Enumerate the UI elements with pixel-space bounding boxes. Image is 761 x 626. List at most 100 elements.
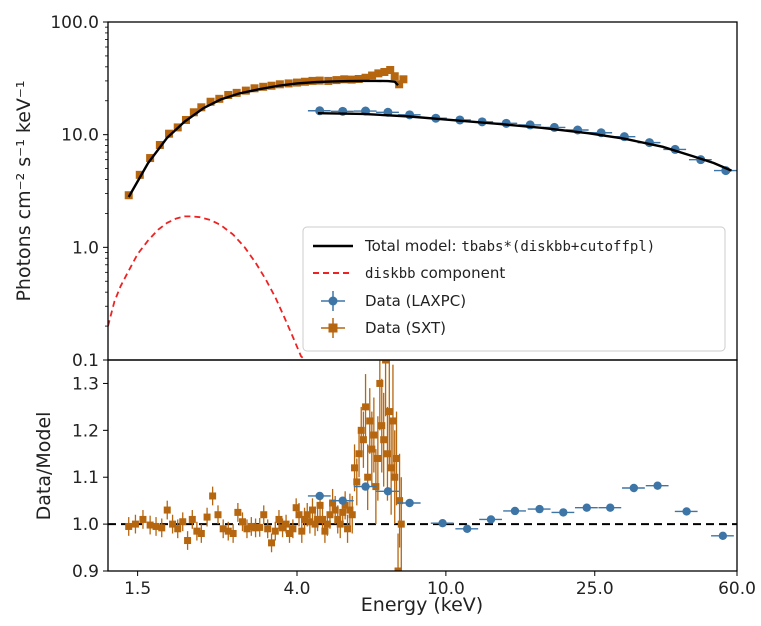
legend-label-diskbb: diskbb component: [365, 264, 505, 282]
laxpc-ratio-point: [718, 531, 728, 541]
sxt-ratio-point: [321, 527, 329, 535]
sxt-data-point: [197, 103, 206, 112]
sxt-data-point: [368, 71, 377, 80]
legend-label-total-model: Total model: tbabs*(diskbb+cutoffpl): [364, 237, 655, 255]
y-tick-label: 100.0: [50, 13, 99, 33]
sxt-data-point: [224, 90, 233, 99]
laxpc-ratio-point: [606, 503, 615, 512]
sxt-data-point: [380, 67, 389, 76]
sxt-ratio-point: [346, 506, 354, 514]
sxt-ratio-point: [334, 515, 342, 523]
y-tick-label: 1.0: [72, 515, 99, 535]
sxt-ratio-point: [314, 515, 322, 523]
sxt-ratio-point: [323, 520, 331, 528]
sxt-data-point: [250, 84, 259, 93]
ratio-y-axis-label: Data/Model: [33, 412, 55, 521]
spectrum-y-axis-label: Photons cm⁻² s⁻¹ keV⁻¹: [13, 80, 35, 301]
sxt-ratio-point: [146, 521, 154, 529]
laxpc-ratio-point: [315, 491, 324, 501]
sxt-ratio-point: [169, 520, 177, 528]
sxt-ratio-point: [348, 511, 356, 519]
sxt-ratio-point: [301, 515, 309, 523]
sxt-ratio-point: [271, 527, 279, 535]
sxt-ratio-point: [329, 499, 337, 507]
sxt-ratio-point: [286, 529, 294, 537]
laxpc-ratio-point: [405, 498, 414, 508]
sxt-data-point: [308, 76, 317, 85]
sxt-data-point: [340, 75, 349, 84]
y-tick-label: 1.0: [72, 238, 99, 258]
sxt-ratio-point: [158, 524, 166, 532]
sxt-data-point: [155, 140, 164, 149]
laxpc-ratio-point: [438, 518, 447, 528]
sxt-data-point: [386, 65, 395, 74]
sxt-ratio-point: [256, 523, 264, 531]
sxt-ratio-point: [385, 408, 393, 416]
sxt-data-point: [332, 76, 341, 85]
legend-swatch-sxt-marker: [328, 323, 338, 333]
sxt-ratio-point: [397, 520, 405, 528]
sxt-data-point: [146, 154, 155, 163]
sxt-ratio-point: [247, 522, 255, 530]
sxt-ratio-point: [339, 508, 347, 516]
sxt-ratio-point: [366, 417, 374, 425]
sxt-ratio-point: [344, 525, 352, 533]
sxt-ratio-point: [308, 506, 316, 514]
sxt-data-point: [259, 82, 268, 91]
legend-swatch-laxpc-marker: [328, 296, 338, 306]
x-tick-label: 25.0: [576, 579, 614, 599]
sxt-ratio-point: [393, 454, 401, 462]
energy-x-axis-label: Energy (keV): [361, 594, 483, 616]
laxpc-ratio-point: [510, 506, 520, 516]
x-tick-label: 10.0: [427, 579, 465, 599]
y-tick-label: 1.3: [72, 374, 99, 394]
sxt-data-point: [232, 88, 241, 97]
sxt-ratio-point: [209, 492, 217, 500]
laxpc-ratio-point: [383, 487, 393, 496]
sxt-ratio-point: [306, 518, 314, 526]
sxt-ratio-point: [219, 525, 227, 533]
y-tick-label: 1.2: [72, 421, 99, 441]
sxt-ratio-point: [264, 525, 272, 533]
sxt-ratio-point: [260, 511, 268, 519]
sxt-ratio-point: [382, 360, 390, 364]
sxt-ratio-point: [229, 529, 237, 537]
sxt-ratio-point: [394, 567, 402, 571]
sxt-data-point: [165, 129, 174, 138]
sxt-ratio-point: [341, 501, 349, 509]
sxt-data-point: [267, 81, 276, 90]
ratio-plot-area: [108, 360, 737, 571]
sxt-data-point: [374, 69, 383, 78]
sxt-ratio-point: [326, 511, 334, 519]
ratio-y-ticks: 0.9 1.0 1.1 1.2 1.3: [72, 374, 108, 582]
sxt-ratio-point: [368, 445, 376, 453]
sxt-data-point: [241, 86, 250, 95]
y-tick-label: 0.9: [72, 562, 99, 582]
spectrum-y-ticks: 0.1 1.0 10.0 100.0: [50, 13, 108, 371]
sxt-data-point: [315, 76, 324, 85]
laxpc-data-point: [405, 110, 415, 120]
sxt-data-point: [395, 80, 404, 89]
sxt-ratio-point: [243, 525, 251, 533]
legend-entry-laxpc: Data (LAXPC): [321, 291, 466, 311]
sxt-ratio-point: [362, 403, 370, 411]
sxt-data-point: [206, 97, 215, 106]
sxt-ratio-point: [380, 436, 388, 444]
sxt-ratio-point: [224, 527, 232, 535]
sxt-ratio-point: [370, 431, 378, 439]
sxt-ratio-point: [289, 525, 297, 533]
sxt-ratio-point: [355, 450, 363, 458]
ratio-axes-frame: [107, 359, 738, 572]
legend: Total model: tbabs*(diskbb+cutoffpl) dis…: [302, 226, 726, 352]
sxt-data-point: [135, 170, 144, 179]
sxt-ratio-point: [238, 518, 246, 526]
sxt-ratio-point: [282, 520, 290, 528]
sxt-ratio-point: [295, 511, 303, 519]
sxt-ratio-point: [179, 518, 187, 526]
sxt-ratio-point: [336, 520, 344, 528]
sxt-ratio-point: [203, 513, 211, 521]
y-tick-label: 0.1: [72, 351, 99, 371]
sxt-data-point: [275, 80, 284, 89]
sxt-ratio-point: [298, 527, 306, 535]
